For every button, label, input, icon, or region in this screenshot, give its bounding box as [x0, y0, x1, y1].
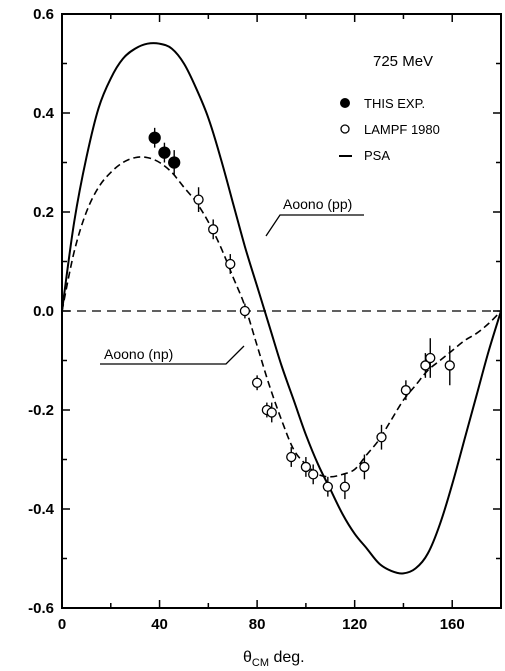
- lampf-point: [376, 432, 387, 443]
- lampf-point: [193, 194, 204, 205]
- lampf-point: [339, 481, 351, 492]
- ticks-layer: 0.6 0.4 0.2 0.0 -0.2 -0.4 -0.60 40 80 120 160: [28, 6, 501, 633]
- x-tick-label: 40: [151, 616, 168, 633]
- y-tick-label: 0.2: [33, 204, 54, 221]
- legend-title: 725 MeV: [373, 53, 433, 70]
- lampf-point: [444, 360, 455, 371]
- lampf-point: [300, 461, 312, 473]
- lampf-point: [208, 224, 219, 235]
- lampf-point: [251, 377, 263, 388]
- legend-label-this-exp: THIS EXP.: [364, 96, 425, 111]
- curve-label-pp-group: Aoono (pp): [265, 196, 364, 237]
- y-tick-label: -0.6: [28, 600, 54, 617]
- y-tick-label: -0.2: [28, 402, 54, 419]
- y-tick-label: 0.4: [33, 105, 55, 122]
- points-layer: [148, 127, 455, 500]
- x-tick-label: 120: [342, 616, 367, 633]
- lampf-point: [322, 481, 333, 492]
- lampf-point: [308, 469, 319, 480]
- psa-curve: [61, 42, 502, 575]
- y-tick-label: -0.4: [28, 501, 55, 518]
- lampf-point: [266, 407, 277, 418]
- curve-label-np-leader: [100, 345, 245, 365]
- x-axis-label: θCM deg.: [243, 649, 305, 669]
- lampf-point: [359, 461, 370, 473]
- legend-label-psa: PSA: [364, 148, 390, 163]
- this-exp-point: [148, 131, 161, 144]
- x-tick-label: 0: [58, 616, 66, 633]
- x-axis-label-unit: deg.: [273, 649, 304, 666]
- x-tick-label: 160: [440, 616, 465, 633]
- x-tick-label: 80: [249, 616, 266, 633]
- this-exp-point: [158, 146, 171, 159]
- lampf-point: [400, 385, 412, 396]
- legend-marker-lampf: [340, 124, 350, 134]
- fit-curve-dashed: [61, 156, 502, 478]
- curve-label-np-group: Aoono (np): [100, 345, 245, 365]
- x-axis-label-sub: CM: [252, 657, 269, 669]
- plot-frame: [61, 13, 502, 609]
- lampf-point: [239, 305, 251, 317]
- y-tick-label: 0.6: [33, 6, 54, 23]
- x-axis-label-main: θ: [243, 649, 252, 666]
- legend-label-lampf: LAMPF 1980: [364, 122, 440, 137]
- lampf-point: [286, 451, 297, 463]
- lampf-point: [425, 352, 436, 364]
- legend-marker-this-exp: [340, 98, 350, 108]
- legend: 725 MeV THIS EXP. LAMPF 1980 PSA: [339, 53, 440, 163]
- this-exp-point: [168, 156, 181, 169]
- y-tick-label: 0.0: [33, 303, 54, 320]
- curve-label-np: Aoono (np): [104, 346, 173, 362]
- lampf-point: [225, 258, 236, 270]
- curve-label-pp-leader: [265, 214, 364, 237]
- curve-label-pp: Aoono (pp): [283, 196, 352, 212]
- curves-layer: [61, 42, 502, 575]
